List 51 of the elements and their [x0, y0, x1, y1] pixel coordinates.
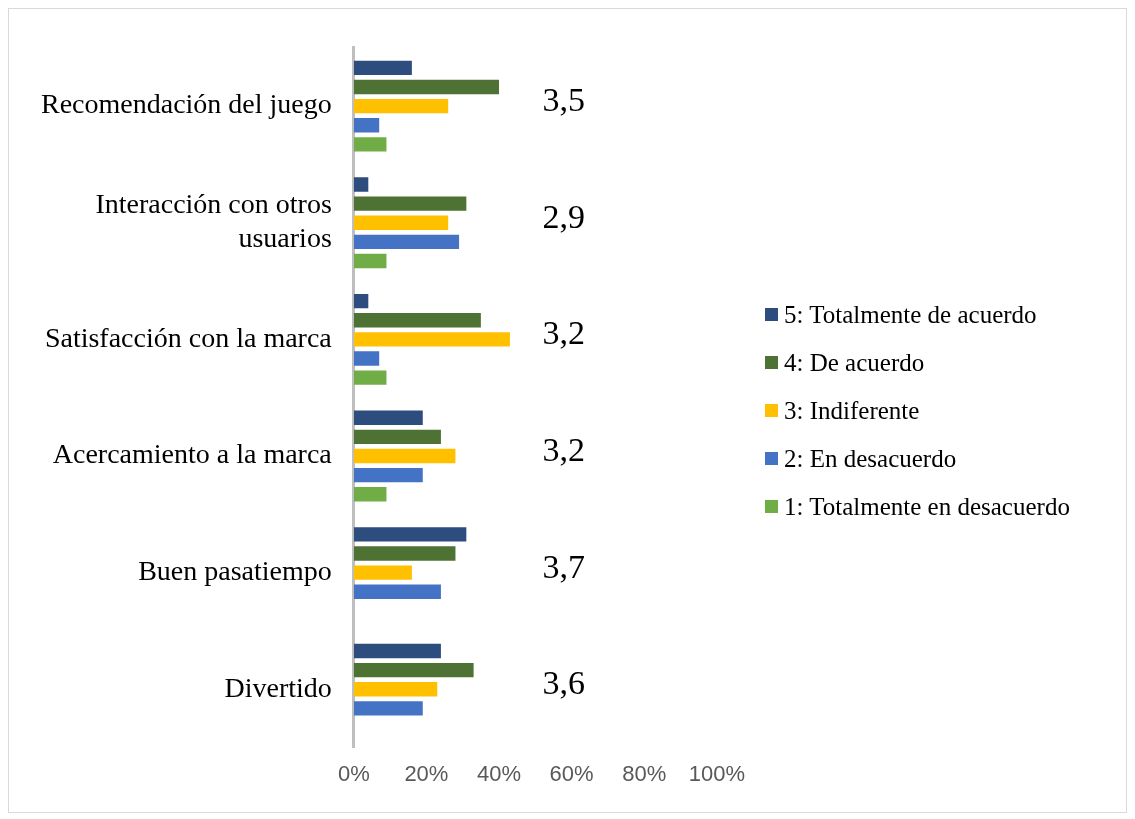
x-tick-label: 60% [549, 760, 594, 786]
x-tick-label: 40% [477, 760, 522, 786]
y-tick-label: Interacción con otros usuarios [95, 188, 332, 253]
bar [353, 487, 387, 502]
annotation: 3,2 [542, 314, 586, 352]
annotation: 3,7 [542, 547, 586, 585]
bar [353, 448, 456, 464]
bar [353, 643, 441, 659]
bar [353, 118, 380, 133]
legend-label: 5: Totalmente de acuerdo [784, 300, 1037, 329]
bar [353, 410, 423, 425]
bar [353, 234, 460, 250]
bar [353, 546, 456, 561]
y-tick-label: Recomendación del juego [40, 88, 332, 120]
annotation: 3,2 [542, 430, 586, 468]
bar [353, 527, 467, 542]
x-tick-label: 80% [622, 760, 667, 786]
bar [353, 293, 369, 309]
x-tick-label: 0% [337, 760, 370, 786]
bar [353, 60, 412, 76]
annotation: 3,6 [542, 664, 586, 702]
legend-label: 2: En desacuerdo [784, 444, 957, 473]
annotation: 2,9 [542, 197, 586, 235]
bar [353, 137, 387, 152]
y-tick-label: Satisfacción con la marca [44, 321, 333, 353]
y-tick-label: Divertido [224, 671, 332, 703]
bar [353, 467, 423, 483]
bar [353, 682, 438, 697]
bar [353, 313, 481, 328]
x-tick-label: 20% [404, 760, 449, 786]
legend-label: 1: Totalmente en desacuerdo [784, 492, 1070, 521]
bar [353, 79, 500, 95]
legend-label: 3: Indiferente [784, 396, 920, 425]
x-tick-label: 100% [688, 760, 746, 786]
bar [353, 253, 387, 269]
y-tick-label: Acercamiento a la marca [52, 438, 333, 470]
bar [353, 370, 387, 385]
y-tick-label: Buen pasatiempo [138, 555, 332, 587]
bar [353, 196, 467, 211]
bar [353, 98, 449, 114]
bar [353, 429, 441, 445]
bar [353, 662, 474, 678]
bar [353, 177, 369, 192]
bar [353, 701, 423, 716]
bar [353, 565, 412, 580]
bar [353, 332, 510, 347]
bar [353, 351, 380, 366]
bar [353, 584, 441, 599]
legend-label: 4: De acuerdo [784, 348, 925, 377]
annotation: 3,5 [542, 81, 586, 119]
bar [353, 215, 449, 230]
